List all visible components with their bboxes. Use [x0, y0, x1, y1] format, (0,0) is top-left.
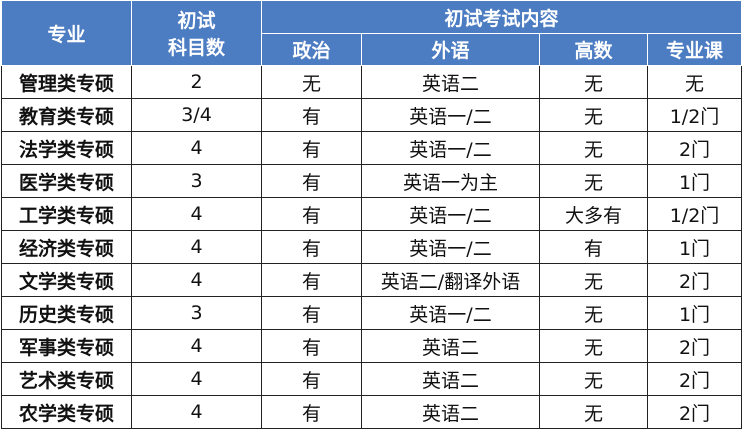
- cell-politics: 有: [261, 164, 362, 198]
- cell-major-course: 2门: [646, 263, 742, 297]
- cell-foreign-language: 英语二: [361, 362, 540, 396]
- cell-foreign-language: 英语二: [361, 329, 540, 363]
- cell-math: 无: [539, 296, 648, 330]
- cell-foreign-language: 英语一/二: [361, 296, 540, 330]
- cell-subject-count: 4: [131, 329, 262, 363]
- cell-foreign-language: 英语二: [361, 395, 540, 429]
- table-row: 工学类专硕 4 有英语一/二 大多有 1/2门: [1, 197, 742, 231]
- cell-major-name: 工学类专硕: [1, 197, 132, 231]
- cell-major-course: 无: [646, 65, 742, 99]
- cell-foreign-language: 英语二: [361, 65, 540, 99]
- cell-math: 无: [539, 362, 648, 396]
- cell-politics: 无: [261, 65, 362, 99]
- cell-math: 无: [539, 65, 648, 99]
- cell-major-course: 2门: [646, 395, 742, 429]
- cell-math: 无: [539, 395, 648, 429]
- table-row: 艺术类专硕 4 有英语二无 2门: [1, 362, 742, 396]
- cell-major-course: 1门: [646, 230, 742, 264]
- table-row: 农学类专硕 4 有英语二无 2门: [1, 395, 742, 429]
- header-politics: 政治: [261, 33, 362, 66]
- cell-subject-count: 4: [131, 131, 262, 165]
- cell-math: 无: [539, 263, 648, 297]
- cell-subject-count: 3: [131, 164, 262, 198]
- cell-foreign-language: 英语一/二: [361, 131, 540, 165]
- cell-major-course: 2门: [646, 362, 742, 396]
- cell-foreign-language: 英语一/二: [361, 230, 540, 264]
- cell-politics: 有: [261, 197, 362, 231]
- header-major: 专业: [1, 0, 132, 66]
- cell-subject-count: 4: [131, 263, 262, 297]
- header-exam-content: 初试考试内容: [260, 0, 742, 34]
- cell-math: 无: [539, 329, 648, 363]
- header-math: 高数: [539, 33, 648, 66]
- header-major-course: 专业课: [646, 33, 742, 66]
- cell-politics: 有: [261, 131, 362, 165]
- table-row: 法学类专硕 4 有英语一/二无 2门: [1, 131, 742, 165]
- table-row: 经济类专硕 4 有英语一/二有 1门: [1, 230, 742, 264]
- cell-politics: 有: [261, 296, 362, 330]
- cell-major-name: 医学类专硕: [1, 164, 132, 198]
- cell-foreign-language: 英语二/翻译外语: [361, 263, 540, 297]
- cell-politics: 有: [261, 362, 362, 396]
- table-row: 教育类专硕 3/4 有英语一/二无 1/2门: [1, 98, 742, 132]
- cell-subject-count: 3: [131, 296, 262, 330]
- table-row: 管理类专硕 2 无英语二无无: [1, 65, 742, 99]
- table-row: 医学类专硕 3 有英语一为主无 1门: [1, 164, 742, 198]
- cell-major-name: 农学类专硕: [1, 395, 132, 429]
- cell-subject-count: 4: [131, 230, 262, 264]
- cell-politics: 有: [261, 230, 362, 264]
- header-subject-count: 初试 科目数: [131, 0, 262, 66]
- cell-foreign-language: 英语一为主: [361, 164, 540, 198]
- cell-major-name: 艺术类专硕: [1, 362, 132, 396]
- cell-math: 大多有: [539, 197, 648, 231]
- cell-subject-count: 4: [131, 395, 262, 429]
- cell-major-name: 文学类专硕: [1, 263, 132, 297]
- cell-math: 无: [539, 164, 648, 198]
- cell-subject-count: 3/4: [131, 98, 262, 132]
- table-row: 军事类专硕 4 有英语二无 2门: [1, 329, 742, 363]
- header-foreign-language: 外语: [361, 33, 540, 66]
- cell-foreign-language: 英语一/二: [361, 197, 540, 231]
- cell-major-course: 1门: [646, 296, 742, 330]
- cell-math: 无: [539, 98, 648, 132]
- cell-math: 有: [539, 230, 648, 264]
- cell-politics: 有: [261, 263, 362, 297]
- cell-politics: 有: [261, 395, 362, 429]
- cell-foreign-language: 英语一/二: [361, 98, 540, 132]
- cell-major-course: 1/2门: [646, 98, 742, 132]
- table-row: 文学类专硕 4 有英语二/翻译外语无 2门: [1, 263, 742, 297]
- cell-math: 无: [539, 131, 648, 165]
- cell-subject-count: 4: [131, 197, 262, 231]
- cell-major-name: 管理类专硕: [1, 65, 132, 99]
- cell-major-course: 2门: [646, 329, 742, 363]
- cell-subject-count: 4: [131, 362, 262, 396]
- cell-major-name: 法学类专硕: [1, 131, 132, 165]
- cell-major-course: 1门: [646, 164, 742, 198]
- cell-major-name: 教育类专硕: [1, 98, 132, 132]
- table-row: 历史类专硕 3 有英语一/二无 1门: [1, 296, 742, 330]
- cell-major-name: 军事类专硕: [1, 329, 132, 363]
- cell-subject-count: 2: [131, 65, 262, 99]
- cell-politics: 有: [261, 329, 362, 363]
- cell-major-name: 历史类专硕: [1, 296, 132, 330]
- cell-major-name: 经济类专硕: [1, 230, 132, 264]
- cell-major-course: 1/2门: [646, 197, 742, 231]
- cell-politics: 有: [261, 98, 362, 132]
- cell-major-course: 2门: [646, 131, 742, 165]
